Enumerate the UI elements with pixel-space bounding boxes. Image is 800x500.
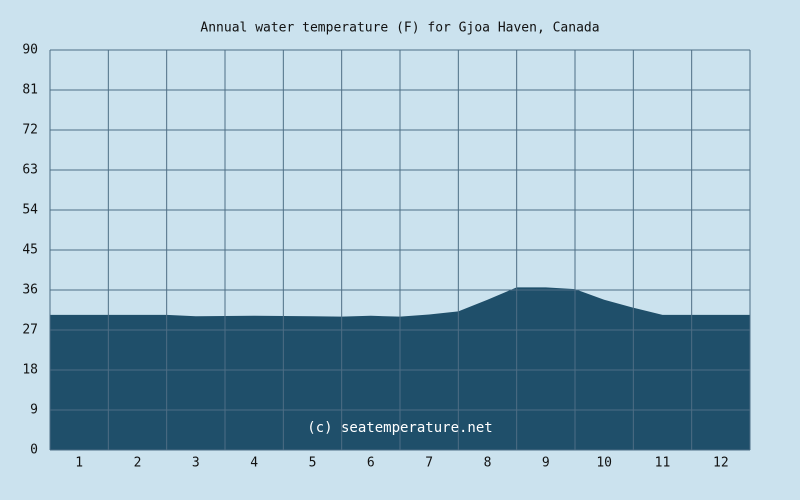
x-tick-label: 7 <box>425 456 433 471</box>
x-tick-label: 3 <box>192 456 200 471</box>
y-tick-label: 18 <box>22 363 38 378</box>
y-tick-label: 90 <box>22 43 38 58</box>
y-tick-label: 0 <box>30 443 38 458</box>
x-tick-label: 8 <box>484 456 492 471</box>
y-tick-label: 81 <box>22 83 38 98</box>
x-tick-label: 1 <box>75 456 83 471</box>
x-tick-label: 6 <box>367 456 375 471</box>
chart-title: Annual water temperature (F) for Gjoa Ha… <box>200 21 599 36</box>
y-tick-label: 45 <box>22 243 38 258</box>
y-tick-label: 36 <box>22 283 38 298</box>
y-tick-label: 63 <box>22 163 38 178</box>
x-tick-label: 9 <box>542 456 550 471</box>
y-tick-label: 72 <box>22 123 38 138</box>
x-tick-label: 11 <box>655 456 671 471</box>
x-tick-label: 4 <box>250 456 258 471</box>
y-tick-label: 54 <box>22 203 38 218</box>
x-tick-label: 2 <box>134 456 142 471</box>
x-tick-label: 10 <box>596 456 612 471</box>
x-tick-label: 12 <box>713 456 729 471</box>
x-tick-label: 5 <box>309 456 317 471</box>
y-tick-label: 9 <box>30 403 38 418</box>
y-tick-label: 27 <box>22 323 38 338</box>
watermark: (c) seatemperature.net <box>307 420 492 436</box>
